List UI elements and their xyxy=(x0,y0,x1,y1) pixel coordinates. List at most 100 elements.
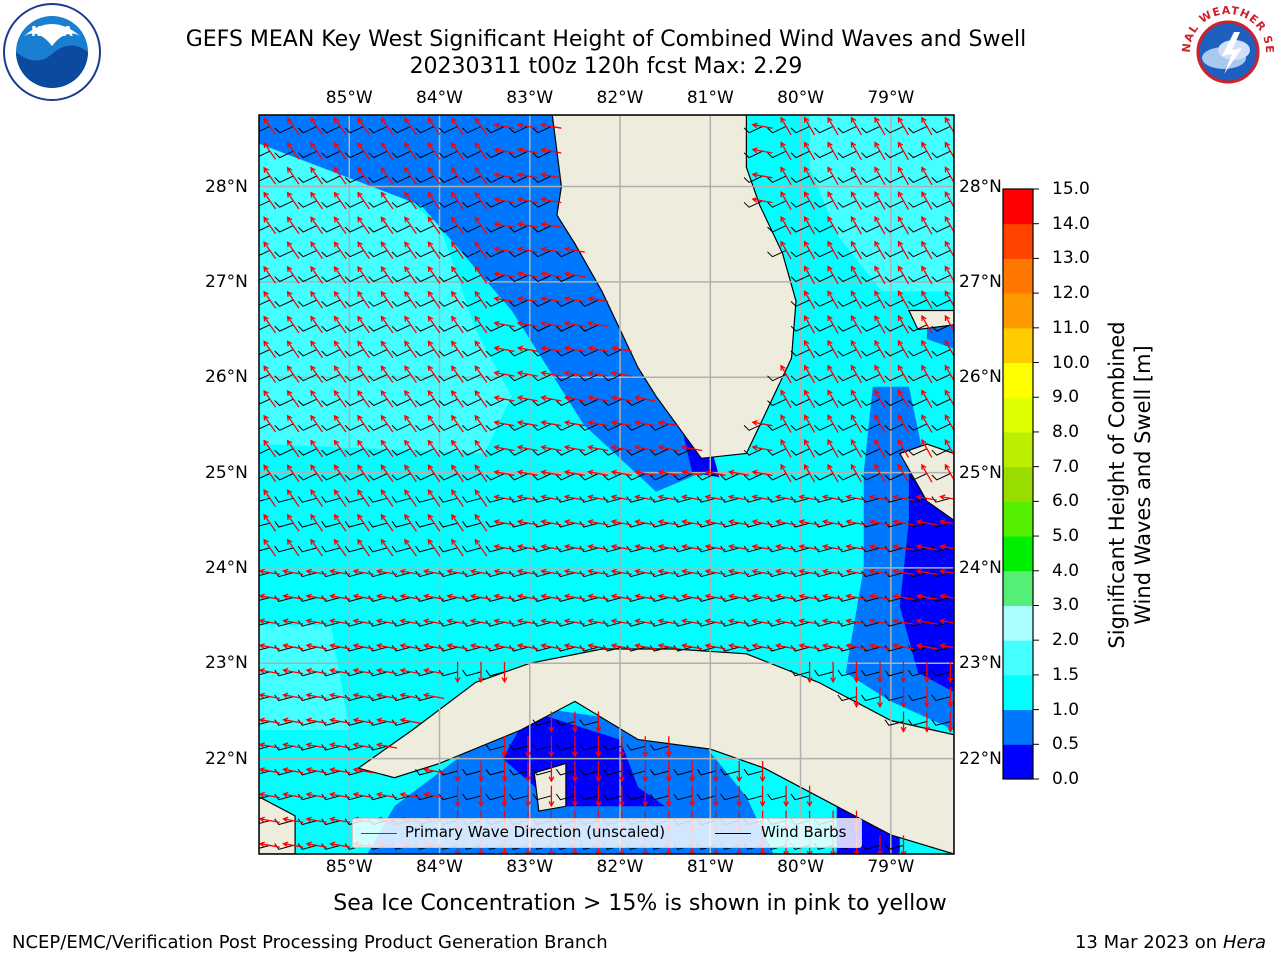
wind-barb xyxy=(814,274,834,283)
wind-barb xyxy=(860,694,881,702)
wave-direction-arrow xyxy=(380,216,394,235)
wave-direction-arrow xyxy=(422,568,445,576)
noaa-logo: NOAA xyxy=(3,3,101,101)
wave-direction-arrow xyxy=(469,568,492,576)
lat-tick-label-right: 23°N xyxy=(959,653,1002,674)
wind-barb xyxy=(626,645,646,652)
wave-direction-arrow xyxy=(422,643,445,650)
wave-direction-arrow xyxy=(877,835,883,854)
wind-barb xyxy=(532,620,552,627)
lon-tick-label-top: 84°W xyxy=(416,88,463,108)
wind-barb xyxy=(860,496,881,503)
wind-barb xyxy=(415,423,435,431)
wave-direction-arrow xyxy=(427,513,441,532)
wind-barb xyxy=(274,349,294,357)
wave-direction-arrow xyxy=(751,593,773,600)
wind-barb xyxy=(508,768,529,776)
colorbar-tick-label: 3.0 xyxy=(1052,595,1080,616)
wind-barb xyxy=(462,423,482,431)
wind-barb xyxy=(297,373,318,382)
wind-barb xyxy=(602,768,622,776)
wind-barb xyxy=(790,324,810,332)
wave-direction-arrow xyxy=(282,667,304,675)
wind-barb xyxy=(259,373,271,380)
wave-direction-arrow xyxy=(427,488,441,507)
wave-direction-arrow xyxy=(357,439,370,458)
wave-direction-arrow xyxy=(259,667,280,675)
wind-barb xyxy=(696,645,716,652)
wave-direction-arrow xyxy=(493,320,515,328)
wind-barb xyxy=(368,175,388,184)
wave-direction-arrow xyxy=(587,543,609,551)
wind-barb xyxy=(438,398,458,407)
lon-tick-label-bottom: 81°W xyxy=(686,857,734,877)
wind-barb xyxy=(814,595,834,602)
wave-direction-arrow xyxy=(827,438,839,458)
wave-direction-arrow xyxy=(853,661,860,684)
wind-barb xyxy=(555,645,576,652)
wind-barb xyxy=(860,669,881,677)
wave-direction-arrow xyxy=(451,365,464,383)
wind-barb xyxy=(259,200,271,207)
wave-direction-arrow xyxy=(282,791,304,799)
wave-direction-arrow xyxy=(493,172,515,179)
wave-direction-arrow xyxy=(357,340,370,359)
wave-direction-arrow xyxy=(493,519,515,526)
wave-direction-arrow xyxy=(704,494,726,501)
wave-direction-arrow xyxy=(469,618,492,625)
wind-barb xyxy=(415,349,435,357)
wave-direction-arrow xyxy=(399,692,421,700)
lat-tick-label-left: 27°N xyxy=(205,271,248,292)
wave-direction-arrow xyxy=(474,315,488,334)
wave-direction-arrow xyxy=(897,141,910,161)
wave-direction-arrow xyxy=(610,419,632,427)
wave-direction-arrow xyxy=(947,686,954,709)
wave-direction-arrow xyxy=(803,240,816,260)
wave-direction-arrow xyxy=(587,370,609,377)
wind-barb xyxy=(259,150,271,157)
wave-direction-arrow xyxy=(329,568,351,576)
wind-barb xyxy=(321,843,341,850)
wave-direction-arrow xyxy=(897,290,910,309)
wave-direction-arrow xyxy=(540,395,562,402)
wind-barb xyxy=(508,570,529,578)
wave-direction-arrow xyxy=(845,643,867,650)
wind-barb xyxy=(837,249,857,258)
wave-direction-arrow xyxy=(874,290,886,309)
wind-barb xyxy=(485,274,505,283)
wind-barb xyxy=(391,496,411,503)
wind-barb xyxy=(368,793,388,801)
wind-barb xyxy=(321,768,341,776)
wave-direction-arrow xyxy=(516,543,538,551)
wind-barb xyxy=(602,423,623,431)
wave-direction-arrow xyxy=(333,439,347,458)
wave-direction-arrow xyxy=(451,340,464,359)
wave-direction-arrow xyxy=(780,240,792,260)
wave-direction-arrow xyxy=(357,315,370,334)
wave-direction-arrow xyxy=(329,717,351,724)
wind-barb xyxy=(532,545,552,553)
wind-barb xyxy=(907,225,928,233)
wind-barb xyxy=(274,373,294,382)
wave-direction-arrow xyxy=(357,265,370,284)
wave-direction-arrow xyxy=(704,469,726,476)
wave-direction-arrow xyxy=(540,147,562,154)
wind-barb xyxy=(509,225,529,233)
wave-direction-arrow xyxy=(751,519,773,526)
wave-direction-arrow xyxy=(868,494,890,501)
wave-direction-arrow xyxy=(427,340,441,359)
wind-barb xyxy=(860,570,881,578)
wave-direction-arrow xyxy=(493,395,515,402)
wave-direction-arrow xyxy=(827,265,839,285)
wave-direction-arrow xyxy=(850,166,863,186)
wave-direction-arrow xyxy=(451,265,464,284)
wave-direction-arrow xyxy=(868,618,890,625)
wind-barb xyxy=(485,545,505,553)
colorbar-band xyxy=(1003,605,1033,641)
wave-direction-arrow xyxy=(798,494,820,501)
wind-barb xyxy=(297,274,318,283)
wind-barb xyxy=(649,744,669,751)
wave-direction-arrow xyxy=(474,290,488,309)
wind-barb xyxy=(274,669,294,677)
wave-direction-arrow xyxy=(501,761,508,783)
